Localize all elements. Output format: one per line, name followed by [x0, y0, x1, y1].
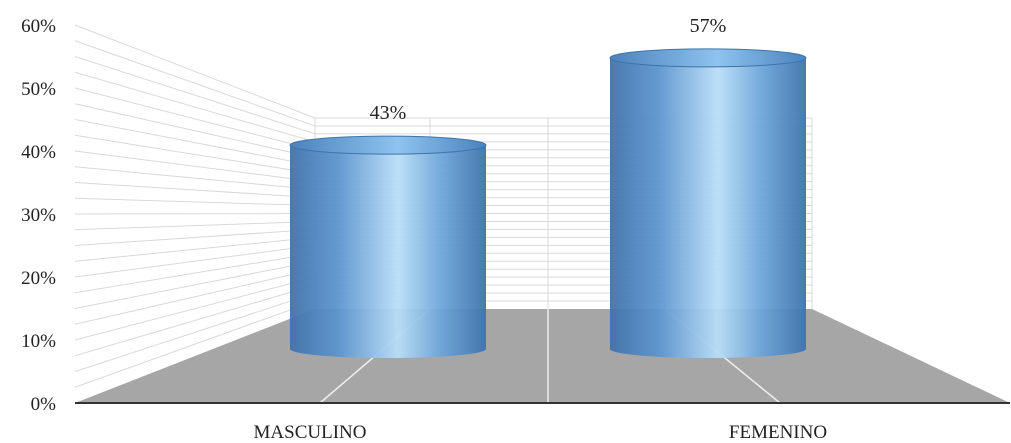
gridline-side	[74, 87, 316, 151]
x-category-label: MASCULINO	[254, 422, 367, 443]
bar-femenino	[609, 48, 807, 358]
gridline-side	[74, 292, 316, 372]
data-label: 43%	[370, 102, 407, 124]
gridline-side	[74, 134, 316, 175]
gridline-side	[74, 276, 316, 341]
y-tick-label: 30%	[21, 205, 56, 226]
gridline-side	[74, 40, 316, 127]
bar-body	[290, 145, 486, 358]
gridline-side	[74, 213, 316, 215]
gridline-side	[74, 268, 316, 325]
x-category-label: FEMENINO	[729, 422, 827, 443]
gridline-side	[74, 56, 316, 135]
y-tick-label: 40%	[21, 142, 56, 163]
gridline-side	[74, 244, 316, 278]
y-tick-label: 10%	[21, 331, 56, 352]
gridline-side	[74, 103, 316, 159]
y-tick-label: 0%	[31, 394, 57, 415]
gridline-side	[74, 197, 316, 207]
y-tick-label: 20%	[21, 268, 56, 289]
gridline-side	[74, 284, 316, 357]
gridline-side	[74, 220, 316, 231]
gridline-side	[74, 150, 316, 183]
gridline-side	[74, 24, 316, 119]
gridline-side	[74, 300, 316, 388]
gridline-side	[74, 260, 316, 309]
gridline-side	[74, 252, 316, 294]
y-tick-label: 50%	[21, 79, 56, 100]
data-label: 57%	[690, 15, 727, 37]
gridline-side	[74, 119, 316, 167]
gridline-side	[74, 166, 316, 191]
bar-top	[289, 135, 487, 155]
y-tick-label: 60%	[21, 16, 56, 37]
bar-masculino	[289, 135, 487, 358]
bar-body	[610, 57, 806, 358]
gridline-side	[74, 182, 316, 199]
bar-top	[609, 48, 807, 68]
gridline-side	[74, 228, 316, 246]
floor	[75, 309, 1010, 403]
gridline-side	[74, 236, 316, 262]
gridline-side	[74, 71, 316, 143]
